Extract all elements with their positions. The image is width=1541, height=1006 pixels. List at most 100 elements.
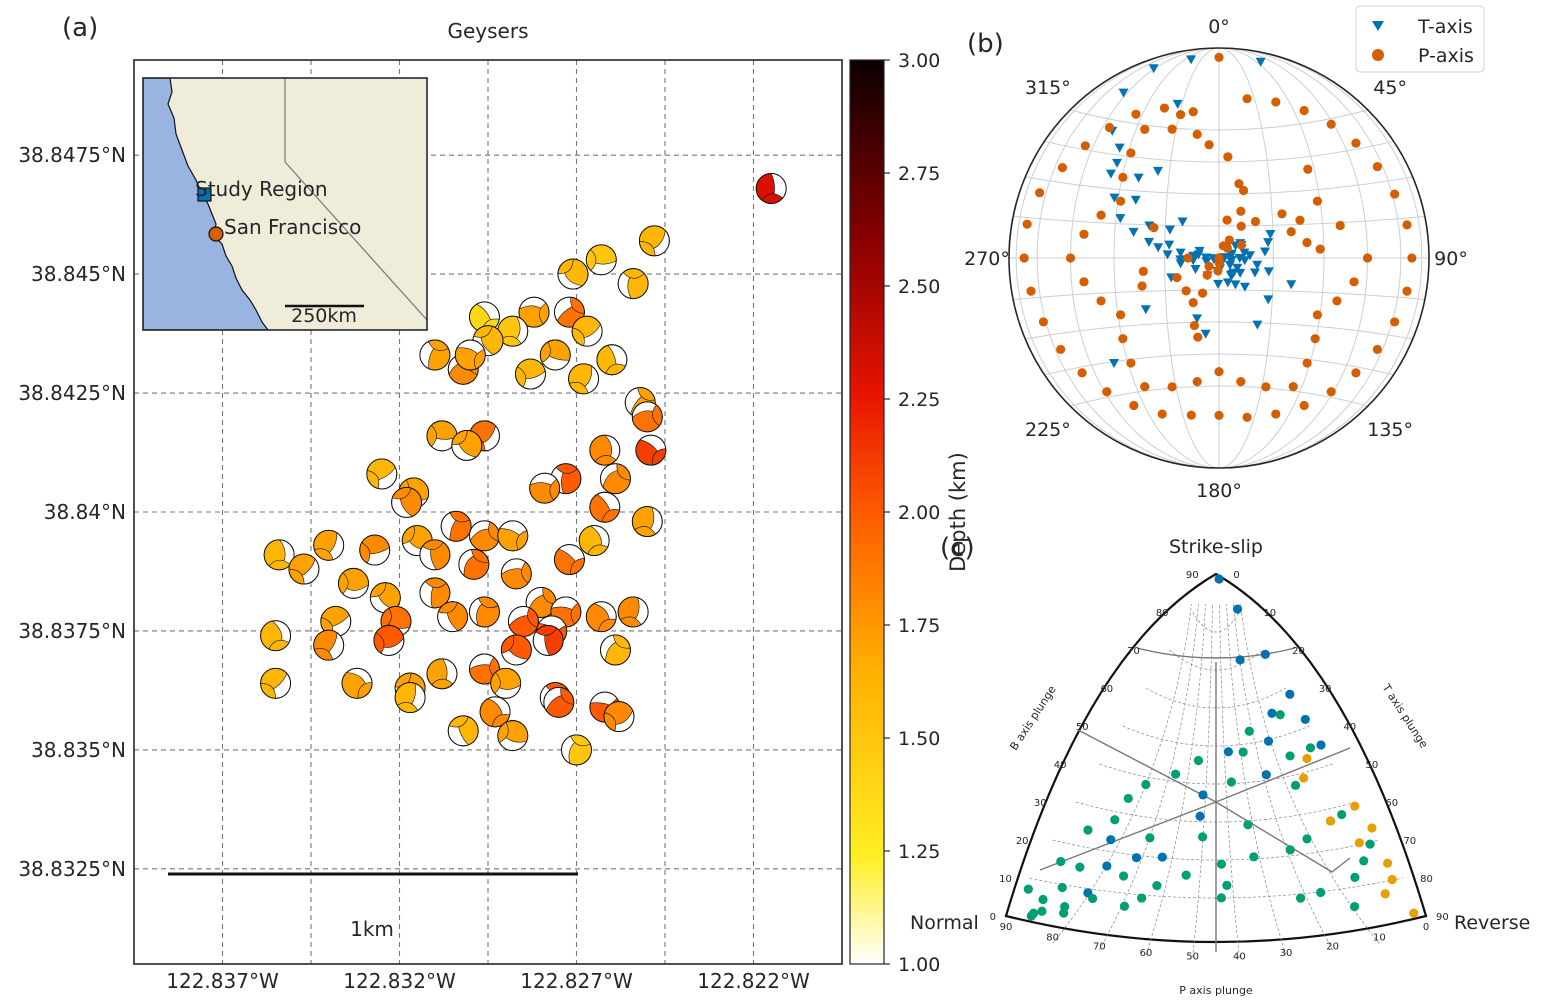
map-x-tick-label: 122.822°W [697, 969, 810, 993]
t-axis-point [1162, 250, 1173, 260]
ternary-point [1145, 833, 1155, 843]
beachball-rim [490, 667, 522, 699]
p-axis-point [1175, 109, 1186, 120]
beachball [451, 429, 483, 461]
p-axis-point [1288, 381, 1298, 392]
beachball-rim [599, 634, 631, 666]
t-axis-legend-label: T-axis [1417, 16, 1473, 38]
beachball-rim [599, 463, 631, 495]
colorbar-tick-label: 2.00 [898, 502, 940, 524]
p-axis-point [1372, 344, 1382, 355]
beachball-rim [313, 529, 345, 561]
t-axis-point [1152, 166, 1163, 176]
ternary-class-boundary [1039, 801, 1351, 873]
beachball-rim [578, 525, 610, 556]
t-axis-point [1244, 251, 1255, 261]
p-axis-point [1167, 382, 1177, 392]
t-axis-point [1109, 193, 1120, 203]
ternary-point [1359, 856, 1369, 866]
t-axis-point [1164, 225, 1175, 235]
beachball-rim [451, 429, 483, 461]
p-axis-point [1214, 410, 1224, 420]
beachball [578, 525, 610, 556]
beachball [426, 658, 458, 690]
p-axis-point [1242, 94, 1252, 104]
p-axis-point [1193, 332, 1203, 342]
ternary-point [1075, 862, 1085, 872]
beachball-rim [635, 434, 667, 466]
p-axis-point [1250, 216, 1261, 227]
beachball-rim [529, 472, 561, 504]
beachball-rim [391, 487, 423, 518]
t-axis-point [1140, 305, 1151, 315]
beachball [585, 601, 617, 633]
t-axis-point [1263, 238, 1274, 248]
p-axis-tick: 30 [1280, 948, 1293, 959]
beachball [320, 605, 352, 637]
compass-label: 225° [1025, 419, 1071, 441]
p-axis-point [1198, 288, 1208, 298]
ternary-point [1290, 780, 1301, 790]
beachball-rim [515, 358, 546, 390]
beachball-rim [341, 667, 373, 699]
t-axis-point [1222, 278, 1233, 288]
beachball [599, 463, 631, 495]
ternary-point [1057, 882, 1067, 893]
p-axis-point [1390, 189, 1400, 199]
beachball-rim [419, 539, 451, 571]
ternary-point [1131, 853, 1142, 863]
colorbar-tick-label: 2.25 [898, 389, 940, 411]
ternary-point [1083, 825, 1093, 835]
san-francisco-marker [208, 226, 224, 242]
p-axis-tick: 20 [1326, 941, 1339, 952]
beachball-rim [532, 625, 564, 656]
beachball-rim [631, 401, 663, 433]
t-axis-point [1148, 64, 1159, 74]
ternary-point [1302, 753, 1312, 764]
beachball [440, 510, 472, 542]
ternary-grid-arc [1099, 763, 1333, 785]
beachball [447, 715, 479, 747]
t-axis-tick: 10 [1263, 608, 1276, 619]
beachball-rim [426, 658, 458, 690]
t-axis-point [1190, 264, 1201, 274]
beachball-rim [585, 244, 617, 276]
p-axis-point [1126, 358, 1136, 368]
beachball [557, 258, 589, 290]
p-axis-point [1390, 317, 1400, 327]
ternary-point [1243, 820, 1253, 830]
ternary-point [1023, 884, 1033, 894]
map-y-tick-label: 38.8475°N [18, 143, 126, 167]
ternary-point [1226, 777, 1237, 787]
ternary-point [1195, 811, 1205, 821]
inset-state-border-diagonal [284, 161, 428, 321]
beachball [603, 701, 635, 733]
p-axis-tick: 10 [1373, 932, 1386, 943]
inset-city-label: San Francisco [224, 215, 361, 239]
ternary-point [1325, 816, 1336, 826]
ternary-grid-arc [1219, 603, 1240, 958]
compass-label: 180° [1196, 480, 1242, 502]
ternary-point [1337, 809, 1347, 820]
beachball-rim [419, 339, 451, 371]
p-axis-point [1271, 409, 1281, 419]
t-axis-point [1175, 255, 1186, 265]
t-axis-point [1172, 99, 1183, 109]
ternary-point [1367, 823, 1377, 833]
ternary-point [1299, 773, 1309, 783]
beachball [313, 629, 345, 661]
beachball-rim [454, 339, 486, 371]
beachball [500, 558, 532, 590]
t-axis-point [1186, 55, 1197, 65]
beachball [263, 539, 295, 571]
ternary-point [1102, 861, 1112, 871]
panel-a: (a) Geysers 122.837°W 122.832°W 122.827°W 1… [18, 13, 970, 993]
b-axis-tick: 10 [999, 874, 1012, 885]
t-axis-tick: 20 [1292, 646, 1305, 657]
beachball [507, 605, 539, 637]
p-axis-legend-marker [1372, 49, 1384, 61]
map-tick-labels: 122.837°W 122.832°W 122.827°W 122.822°W 38.8… [18, 143, 810, 993]
ternary-point [1302, 834, 1312, 844]
beachball-rim [557, 258, 589, 290]
ternary-point [1223, 747, 1233, 757]
